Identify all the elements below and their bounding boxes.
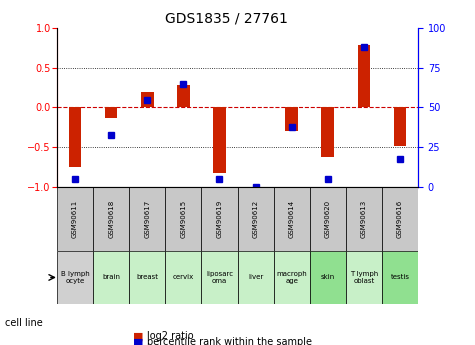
Text: cell line: cell line <box>5 318 42 327</box>
FancyBboxPatch shape <box>165 251 201 304</box>
Text: GSM90616: GSM90616 <box>397 200 403 238</box>
Text: GSM90620: GSM90620 <box>325 200 331 238</box>
Text: skin: skin <box>321 275 335 280</box>
Text: ■: ■ <box>133 337 143 345</box>
FancyBboxPatch shape <box>310 187 346 251</box>
FancyBboxPatch shape <box>274 251 310 304</box>
FancyBboxPatch shape <box>93 187 129 251</box>
Text: GSM90613: GSM90613 <box>361 200 367 238</box>
Text: GDS1835 / 27761: GDS1835 / 27761 <box>165 11 288 25</box>
Bar <box>69 108 81 167</box>
Text: GSM90619: GSM90619 <box>217 200 222 238</box>
FancyBboxPatch shape <box>238 187 274 251</box>
Text: percentile rank within the sample: percentile rank within the sample <box>147 337 312 345</box>
FancyBboxPatch shape <box>382 187 418 251</box>
FancyBboxPatch shape <box>201 251 238 304</box>
Text: GSM90618: GSM90618 <box>108 200 114 238</box>
FancyBboxPatch shape <box>201 187 238 251</box>
Text: ■: ■ <box>133 332 143 341</box>
Bar <box>285 108 298 131</box>
Text: GSM90612: GSM90612 <box>253 200 258 238</box>
FancyBboxPatch shape <box>238 251 274 304</box>
Text: macroph
age: macroph age <box>276 271 307 284</box>
Text: liver: liver <box>248 275 263 280</box>
Text: GSM90615: GSM90615 <box>180 200 186 238</box>
FancyBboxPatch shape <box>57 251 93 304</box>
Text: GSM90614: GSM90614 <box>289 200 294 238</box>
Text: liposarc
oma: liposarc oma <box>206 271 233 284</box>
Text: testis: testis <box>390 275 409 280</box>
FancyBboxPatch shape <box>346 251 382 304</box>
FancyBboxPatch shape <box>310 251 346 304</box>
Bar <box>141 91 153 108</box>
Text: brain: brain <box>102 275 120 280</box>
FancyBboxPatch shape <box>57 187 93 251</box>
FancyBboxPatch shape <box>129 251 165 304</box>
FancyBboxPatch shape <box>346 187 382 251</box>
FancyBboxPatch shape <box>382 251 418 304</box>
Bar <box>322 108 334 157</box>
Text: T lymph
oblast: T lymph oblast <box>350 271 378 284</box>
Text: log2 ratio: log2 ratio <box>147 332 194 341</box>
FancyBboxPatch shape <box>165 187 201 251</box>
Text: B lymph
ocyte: B lymph ocyte <box>61 271 89 284</box>
Text: breast: breast <box>136 275 158 280</box>
Bar <box>358 45 370 108</box>
Text: GSM90617: GSM90617 <box>144 200 150 238</box>
Text: GSM90611: GSM90611 <box>72 200 78 238</box>
Bar <box>177 85 190 108</box>
FancyBboxPatch shape <box>129 187 165 251</box>
Bar <box>105 108 117 118</box>
Bar <box>394 108 406 146</box>
Text: cervix: cervix <box>173 275 194 280</box>
FancyBboxPatch shape <box>93 251 129 304</box>
FancyBboxPatch shape <box>274 187 310 251</box>
Bar <box>213 108 226 173</box>
